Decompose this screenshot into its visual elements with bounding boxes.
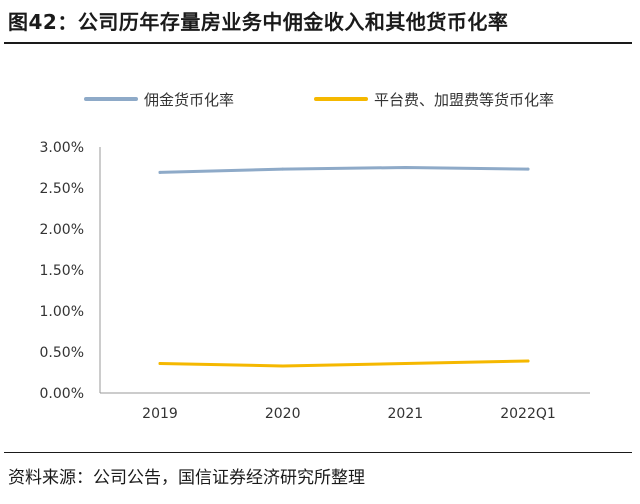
x-tick-label: 2021 bbox=[388, 406, 424, 422]
series-line-2 bbox=[158, 359, 530, 368]
source-note: 资料来源：公司公告，国信证券经济研究所整理 bbox=[8, 468, 365, 488]
series-line-1 bbox=[158, 166, 530, 174]
x-tick-label: 2022Q1 bbox=[500, 406, 556, 422]
legend-label: 佣金货币化率 bbox=[144, 91, 234, 109]
chart-series bbox=[158, 166, 530, 368]
x-axis: 2019 2020 2021 2022Q1 bbox=[100, 392, 590, 422]
figure-title: 图42：公司历年存量房业务中佣金收入和其他货币化率 bbox=[8, 10, 509, 34]
title-rule bbox=[4, 42, 632, 44]
source-rule bbox=[4, 452, 632, 453]
legend-label: 平台费、加盟费等货币化率 bbox=[374, 91, 554, 109]
y-tick-label: 0.00% bbox=[40, 386, 84, 402]
y-tick-label: 2.50% bbox=[40, 181, 84, 197]
chart-legend: 佣金货币化率 平台费、加盟费等货币化率 bbox=[84, 91, 554, 109]
data-point bbox=[526, 167, 530, 171]
data-point bbox=[403, 166, 407, 169]
data-point bbox=[281, 364, 285, 368]
y-tick-label: 1.50% bbox=[40, 263, 84, 279]
y-tick-label: 3.00% bbox=[40, 140, 84, 156]
x-tick-label: 2019 bbox=[142, 406, 178, 422]
data-point bbox=[158, 170, 162, 174]
y-tick-label: 2.00% bbox=[40, 222, 84, 238]
y-tick-label: 1.00% bbox=[40, 304, 84, 320]
y-tick-label: 0.50% bbox=[40, 345, 84, 361]
x-tick-label: 2020 bbox=[265, 406, 301, 422]
data-point bbox=[158, 361, 162, 365]
y-axis: 0.00% 0.50% 1.00% 1.50% 2.00% 2.50% 3.00% bbox=[40, 140, 101, 402]
line-chart: 佣金货币化率 平台费、加盟费等货币化率 0.00% 0.50% 1.00% 1.50% 2… bbox=[40, 91, 590, 422]
data-point bbox=[403, 361, 407, 365]
data-point bbox=[526, 359, 530, 363]
data-point bbox=[281, 167, 285, 171]
